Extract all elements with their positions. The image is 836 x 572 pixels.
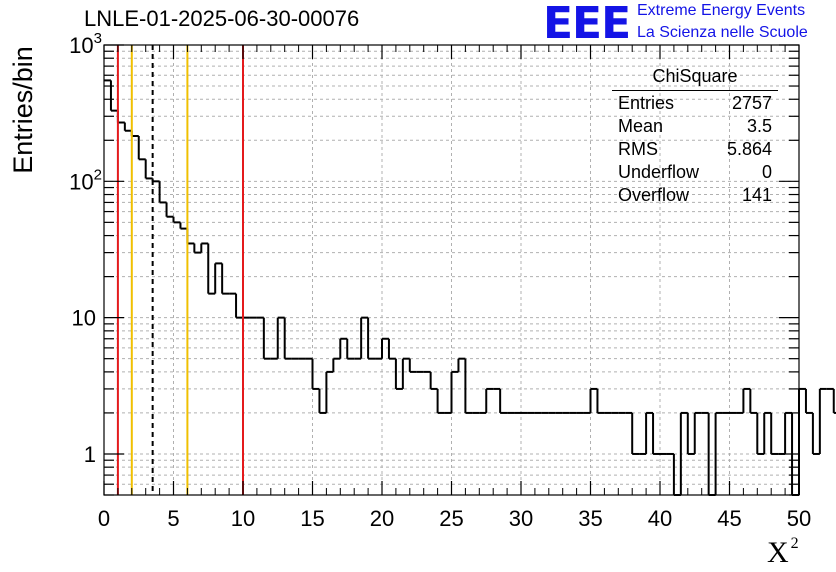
- stats-value: 0: [761, 162, 772, 182]
- stats-label: Overflow: [618, 185, 690, 205]
- y-axis-label: Entries/bin: [8, 46, 38, 174]
- stats-value: 3.5: [746, 116, 772, 136]
- x-tick-labels: 0 5 10 15 20 25 30 35 40 45 50: [98, 506, 811, 531]
- y-tick-label: 103: [69, 30, 102, 58]
- x-tick-label: 5: [167, 506, 179, 531]
- logo-line-1: Extreme Energy Events: [637, 2, 806, 19]
- x-tick-label: 0: [98, 506, 110, 531]
- stats-label: Underflow: [618, 162, 700, 182]
- stats-label: Entries: [618, 93, 675, 113]
- y-tick-labels: 1 10 102 103: [69, 30, 102, 467]
- x-tick-label: 35: [578, 506, 602, 531]
- stats-title: ChiSquare: [652, 66, 738, 86]
- eee-logo: EEE: [543, 0, 631, 49]
- x-tick-label: 15: [300, 506, 324, 531]
- grid: [104, 45, 799, 495]
- x-tick-label: 40: [648, 506, 672, 531]
- x-tick-label: 45: [717, 506, 741, 531]
- cut-lines: [116, 45, 244, 495]
- stats-row-overflow: Overflow 141: [612, 185, 778, 208]
- stats-divider: [612, 90, 778, 91]
- stats-value: 2757: [731, 93, 772, 113]
- stats-row-mean: Mean 3.5: [612, 116, 778, 139]
- stats-value: 141: [741, 185, 772, 205]
- x-tick-label: 20: [370, 506, 394, 531]
- stats-row-underflow: Underflow 0: [612, 162, 778, 185]
- ticks: [103, 44, 800, 496]
- y-tick-label: 102: [69, 166, 102, 194]
- logo-line-2: La Scienza nelle Scuole: [637, 24, 808, 41]
- x-tick-label: 10: [231, 506, 255, 531]
- stats-box: ChiSquare Entries 2757 Mean 3.5 RMS 5.864 U…: [612, 66, 778, 208]
- x-tick-label: 30: [509, 506, 533, 531]
- stats-label: Mean: [618, 116, 664, 136]
- x-tick-label: 50: [787, 506, 811, 531]
- stats-row-entries: Entries 2757: [612, 93, 778, 116]
- plot-title: LNLE-01-2025-06-30-00076: [84, 6, 360, 31]
- x-tick-label: 25: [439, 506, 463, 531]
- y-tick-label: 1: [84, 442, 96, 467]
- stats-label: RMS: [618, 139, 658, 159]
- stats-value: 5.864: [726, 139, 772, 159]
- y-tick-label: 10: [72, 306, 96, 331]
- stats-row-rms: RMS 5.864: [612, 139, 778, 162]
